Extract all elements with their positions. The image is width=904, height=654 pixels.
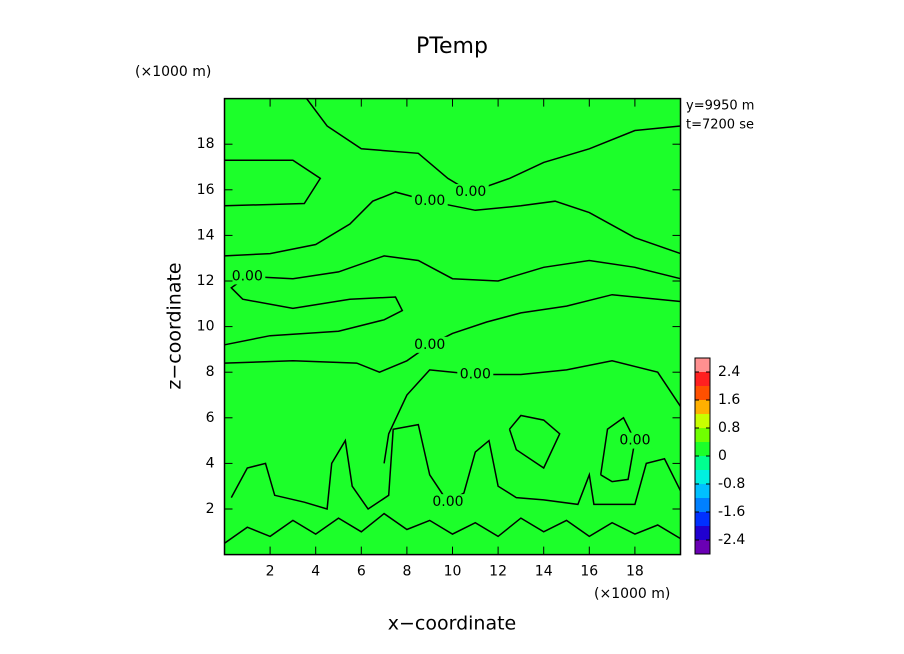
contour-label: 0.00: [619, 433, 650, 449]
contour-line: [224, 159, 322, 207]
colorbar-bin: [695, 526, 710, 540]
contour-label: 0.00: [414, 337, 445, 353]
y-tick-label: 2: [206, 501, 215, 517]
colorbar-tick-label: 0: [718, 448, 727, 464]
label-gap: [411, 193, 448, 210]
contour-line: [508, 414, 561, 470]
field: [224, 98, 681, 555]
y-axis-label: z−coordinate: [164, 262, 186, 389]
colorbar-tick-label: -2.4: [718, 532, 745, 548]
colorbar-bin: [695, 484, 710, 498]
contour-label: 0.00: [414, 193, 445, 209]
x-tick-label: 4: [311, 564, 320, 580]
contour-label: 0.00: [460, 366, 491, 382]
contour-line: [383, 360, 682, 464]
label-gap: [616, 432, 653, 449]
colorbar-tick-label: -1.6: [718, 504, 745, 520]
y-tick-label: 4: [206, 455, 215, 471]
x-axis-label: x−coordinate: [388, 613, 517, 635]
colorbar-tick-label: -0.8: [718, 476, 745, 492]
label-gap: [411, 336, 448, 353]
colorbar-bin: [695, 358, 710, 372]
contour-label: 0.00: [432, 494, 463, 510]
x-unit: (×1000 m): [594, 586, 670, 602]
label-gap: [457, 366, 494, 383]
colorbar-tick-label: 1.6: [718, 392, 740, 408]
x-tick-label: 2: [266, 564, 275, 580]
x-tick-label: 14: [535, 564, 553, 580]
contour-line: [230, 423, 682, 511]
colorbar-bin: [695, 428, 710, 442]
contour-label: 0.00: [232, 268, 263, 284]
y-tick-label: 6: [206, 410, 215, 426]
info-text: y=9950 m: [686, 99, 754, 114]
chart-title: PTemp: [416, 34, 488, 59]
colorbar-bin: [695, 498, 710, 512]
y-tick-label: 12: [197, 273, 215, 289]
x-tick-label: 10: [444, 564, 462, 580]
contour-label: 0.00: [455, 184, 486, 200]
x-tick-label: 6: [357, 564, 366, 580]
x-tick-label: 18: [626, 564, 644, 580]
info-text: t=7200 se: [686, 118, 754, 133]
x-tick-label: 16: [580, 564, 598, 580]
colorbar-bin: [695, 400, 710, 414]
colorbar-bin: [695, 470, 710, 484]
colorbar-bin: [695, 442, 710, 456]
y-tick-label: 10: [197, 319, 215, 335]
x-tick-label: 8: [402, 564, 411, 580]
colorbar-tick-label: 2.4: [718, 364, 740, 380]
colorbar-bin: [695, 512, 710, 526]
colorbar-tick-label: 0.8: [718, 420, 740, 436]
y-tick-label: 8: [206, 364, 215, 380]
colorbar-bin: [695, 386, 710, 400]
y-unit: (×1000 m): [135, 64, 211, 80]
colorbar-bin: [695, 456, 710, 470]
x-tick-label: 12: [489, 564, 507, 580]
y-tick-label: 14: [197, 227, 215, 243]
y-tick-label: 18: [197, 136, 215, 152]
y-tick-label: 16: [197, 182, 215, 198]
label-gap: [229, 268, 266, 285]
colorbar-bin: [695, 414, 710, 428]
colorbar-bin: [695, 540, 710, 554]
colorbar-bin: [695, 372, 710, 386]
label-gap: [452, 184, 489, 201]
contour-line: [224, 512, 681, 544]
label-gap: [429, 494, 466, 511]
